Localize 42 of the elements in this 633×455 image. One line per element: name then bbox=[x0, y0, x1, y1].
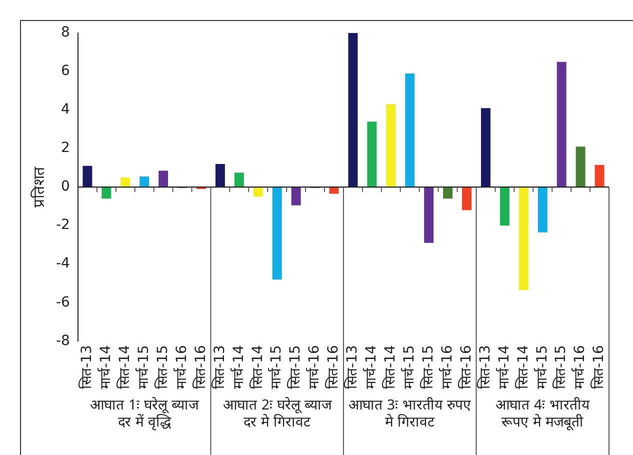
x-tick-label: मार्च-16 bbox=[571, 345, 588, 390]
x-tick-label: सित-16 bbox=[192, 345, 209, 390]
y-tick-label: -8 bbox=[56, 332, 70, 349]
x-tick-label: मार्च-16 bbox=[306, 345, 323, 390]
x-tick-label: मार्च-14 bbox=[362, 345, 380, 390]
x-tick-label: मार्च-15 bbox=[400, 345, 418, 390]
text: आघात 4ः भारतीय रूपए मे मजबूती bbox=[496, 396, 591, 431]
y-tick-label: 8 bbox=[61, 24, 70, 41]
x-tick-label: सित-16 bbox=[324, 345, 342, 390]
text: आघात 3ः भारतीय रुपए मे गिरावट bbox=[348, 396, 472, 431]
x-tick-label: मार्च-15 bbox=[268, 345, 285, 390]
x-tick-label: सित-14 bbox=[382, 345, 399, 390]
x-tick-label: सित-15 bbox=[286, 345, 304, 390]
y-tick-label: 6 bbox=[61, 63, 70, 80]
x-tick-label: मार्च-14 bbox=[230, 345, 247, 390]
x-tick-label: सित-15 bbox=[419, 345, 436, 390]
y-axis-title: प्रतिशत bbox=[30, 166, 48, 208]
x-tick-label: सित-14 bbox=[116, 345, 134, 390]
x-tick-label: सित-13 bbox=[78, 345, 96, 390]
x-tick-label: सित-14 bbox=[248, 345, 266, 390]
x-tick-label: मार्च-15 bbox=[134, 345, 152, 390]
x-tick-label: मार्च-16 bbox=[438, 345, 456, 390]
x-tick-label: मार्च-16 bbox=[172, 345, 190, 390]
x-tick-label: सित-16 bbox=[457, 345, 474, 390]
x-tick-label: मार्च-14 bbox=[97, 345, 114, 390]
x-tick-label: सित-13 bbox=[210, 345, 228, 390]
y-tick-label: -6 bbox=[56, 294, 70, 310]
y-tick-label: 0 bbox=[61, 178, 70, 195]
text: आघात 1ः घरेलू ब्याज दर में वृद्धि bbox=[90, 396, 200, 431]
x-tick-label: सित-13 bbox=[476, 345, 494, 390]
x-tick-label: सित-14 bbox=[514, 345, 532, 390]
x-tick-label: सित-16 bbox=[590, 345, 608, 390]
y-tick-label: 2 bbox=[61, 140, 70, 156]
x-tick-label: मार्च-15 bbox=[533, 345, 550, 390]
x-tick-label: सित-15 bbox=[552, 345, 570, 390]
y-tick-label: -2 bbox=[56, 217, 70, 234]
x-tick-label: सित-13 bbox=[344, 345, 361, 390]
text: आघात 2ः घरेलू ब्याज दर मे गिरावट bbox=[222, 396, 332, 431]
x-tick-label: मार्च-14 bbox=[495, 345, 512, 390]
y-tick-label: -4 bbox=[56, 256, 70, 272]
x-tick-label: सित-15 bbox=[154, 345, 171, 390]
y-tick-label: 4 bbox=[61, 102, 70, 118]
